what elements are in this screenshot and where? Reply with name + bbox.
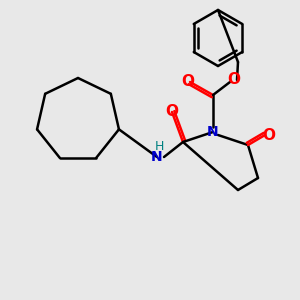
- Text: O: O: [182, 74, 194, 89]
- Text: O: O: [166, 104, 178, 119]
- Text: O: O: [227, 73, 241, 88]
- Text: N: N: [151, 150, 163, 164]
- Text: H: H: [154, 140, 164, 154]
- Text: N: N: [207, 125, 219, 139]
- Text: O: O: [262, 128, 275, 142]
